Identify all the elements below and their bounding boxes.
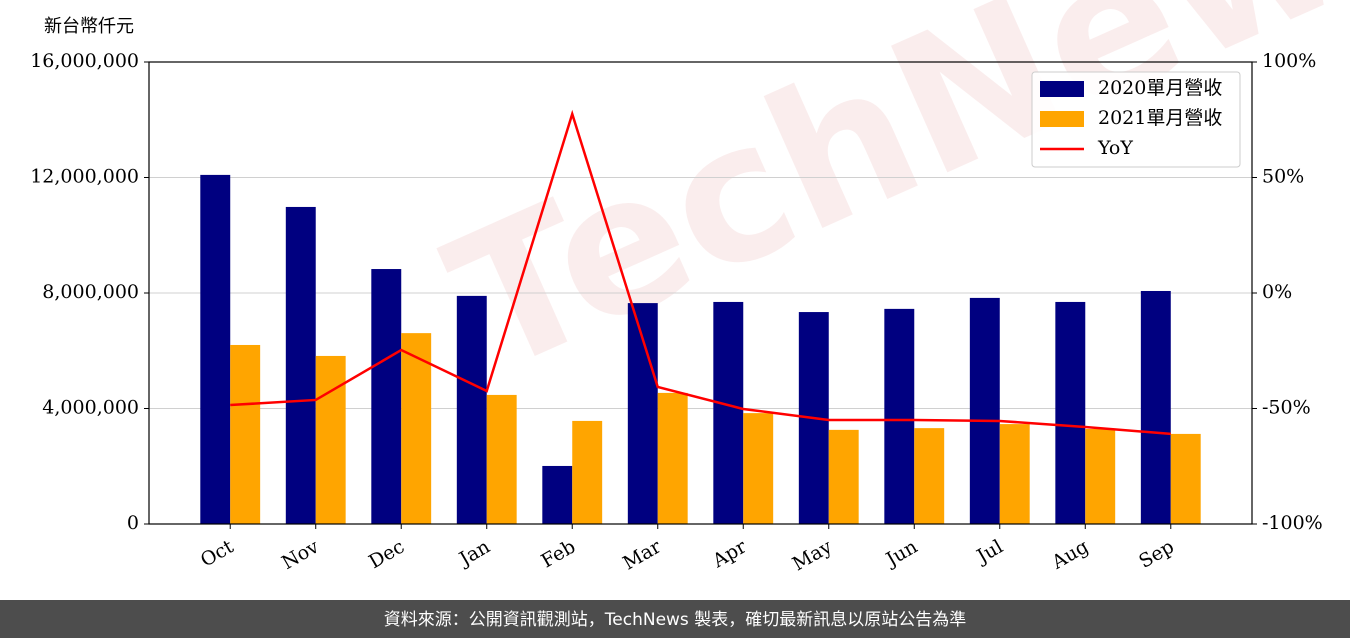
x-tick-label: May [789,535,836,575]
x-tick-label: Nov [278,535,323,574]
bar [200,174,231,524]
bar [401,333,432,524]
y-tick-label: 12,000,000 [30,166,139,188]
bar [542,465,573,524]
x-tick-label: Jan [454,536,494,572]
bar [371,269,402,524]
x-tick-label: Dec [365,536,408,574]
bar [884,308,915,524]
x-tick-label: Jul [972,536,1007,569]
footer-band [0,600,1350,638]
x-tick-label: Aug [1047,536,1092,575]
x-tick-label: Sep [1135,536,1178,573]
y-tick-label: 8,000,000 [42,281,139,303]
y2-tick-label: 0% [1262,281,1292,303]
x-tick-label: Mar [619,535,665,574]
bar [486,394,517,524]
legend-label: YoY [1097,137,1133,159]
bar [572,420,603,524]
line [230,109,1171,436]
y-axis-title: 新台幣仟元 [44,16,134,37]
legend-swatch [1040,81,1084,97]
legend-label: 2021單月營收 [1098,107,1222,129]
bar [914,428,945,524]
y-tick-label: 0 [127,512,139,534]
bar [230,344,261,524]
y2-tick-label: -50% [1262,397,1311,419]
x-tick-label: Feb [537,536,579,573]
bar [315,355,346,524]
x-tick-label: Oct [197,535,238,571]
y-tick-label: 16,000,000 [30,50,139,72]
plot-frame [148,61,1253,525]
x-tick-label: Jun [881,536,922,572]
bar [1055,301,1086,524]
bar [743,413,774,524]
y2-tick-label: -100% [1262,512,1323,534]
bar [828,429,859,524]
legend-label: 2020單月營收 [1098,77,1222,99]
bar [285,206,316,524]
bar [456,295,487,524]
y-tick-label: 4,000,000 [42,397,139,419]
bar [1085,429,1116,524]
bar [657,392,688,524]
bar [1170,433,1201,524]
bar [969,297,1000,524]
y2-tick-label: 100% [1262,50,1316,72]
footer: 資料來源：公開資訊觀測站，TechNews 製表，確切最新訊息以原站公告為準 [384,610,966,630]
y2-tick-label: 50% [1262,166,1304,188]
legend-swatch [1040,111,1084,127]
bar [1140,290,1171,524]
bar [713,301,744,524]
bar [999,424,1030,524]
x-tick-label: Apr [708,535,751,572]
